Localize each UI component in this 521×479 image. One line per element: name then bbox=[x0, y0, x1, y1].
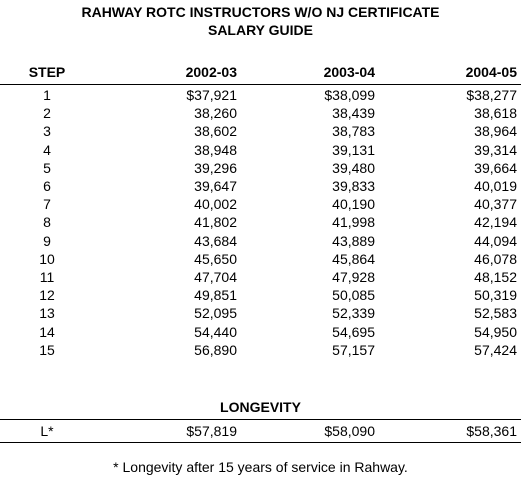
table-cell: $38,277 bbox=[466, 87, 517, 103]
table-cell: 1 bbox=[43, 87, 51, 103]
table-cell: L* bbox=[40, 423, 54, 439]
column-header: STEP bbox=[28, 64, 66, 80]
table-cell: 4 bbox=[43, 141, 51, 158]
table-cell: 48,152 bbox=[474, 269, 517, 285]
table-cell: 12 bbox=[39, 287, 55, 304]
table-cell: 2 bbox=[43, 105, 51, 122]
column-header: 2002-03 bbox=[185, 64, 237, 80]
table-cell: 39,314 bbox=[474, 141, 517, 158]
table-cell: 54,950 bbox=[474, 323, 517, 340]
table-cell: 57,157 bbox=[332, 341, 375, 358]
table-cell: 39,131 bbox=[332, 141, 375, 158]
table-cell: $57,819 bbox=[186, 423, 237, 439]
table-cell: 47,704 bbox=[194, 269, 237, 285]
table-cell: 54,440 bbox=[194, 323, 237, 340]
table-cell: 5 bbox=[43, 159, 51, 176]
footnote: * Longevity after 15 years of service in… bbox=[113, 459, 408, 475]
table-cell: $37,921 bbox=[186, 87, 237, 103]
table-cell: 39,664 bbox=[474, 159, 517, 176]
table-cell: 47,928 bbox=[332, 269, 375, 285]
table-cell: 10 bbox=[39, 250, 55, 267]
title-line: SALARY GUIDE bbox=[207, 22, 313, 38]
column-header: 2004-05 bbox=[465, 64, 517, 80]
table-cell: 56,890 bbox=[194, 341, 237, 358]
table-cell: 7 bbox=[43, 196, 51, 213]
table-cell: 8 bbox=[43, 214, 51, 231]
table-cell: 38,260 bbox=[194, 105, 237, 122]
table-cell: 57,424 bbox=[474, 341, 517, 358]
table-cell: 40,019 bbox=[474, 178, 517, 194]
table-cell: 39,296 bbox=[194, 159, 237, 176]
table-cell: 50,319 bbox=[474, 287, 517, 304]
table-cell: 41,802 bbox=[194, 214, 237, 231]
table-cell: 54,695 bbox=[332, 323, 375, 340]
table-cell: 9 bbox=[43, 232, 51, 249]
column-header: 2003-04 bbox=[323, 64, 375, 80]
table-cell: 11 bbox=[39, 269, 55, 285]
table-cell: 43,684 bbox=[194, 232, 237, 249]
table-cell: 38,602 bbox=[194, 123, 237, 140]
table-cell: 38,783 bbox=[332, 123, 375, 140]
section-title: LONGEVITY bbox=[220, 399, 301, 415]
table-cell: 41,998 bbox=[332, 214, 375, 231]
table-cell: 13 bbox=[39, 305, 55, 322]
table-cell: 40,377 bbox=[474, 196, 517, 213]
table-cell: 42,194 bbox=[474, 214, 517, 231]
table-cell: 38,964 bbox=[474, 123, 517, 140]
table-cell: 40,002 bbox=[194, 196, 237, 213]
table-cell: 49,851 bbox=[194, 287, 237, 304]
header-rule bbox=[0, 84, 521, 85]
table-cell: 38,948 bbox=[194, 141, 237, 158]
table-cell: 44,094 bbox=[474, 232, 517, 249]
table-cell: 46,078 bbox=[474, 250, 517, 267]
table-cell: 39,647 bbox=[194, 178, 237, 194]
table-cell: 40,190 bbox=[332, 196, 375, 213]
table-cell: 50,085 bbox=[332, 287, 375, 304]
table-cell: $58,090 bbox=[324, 423, 375, 439]
table-cell: 3 bbox=[43, 123, 51, 140]
table-cell: 43,889 bbox=[332, 232, 375, 249]
table-cell: 45,650 bbox=[194, 250, 237, 267]
table-cell: 14 bbox=[39, 323, 55, 340]
table-cell: 52,583 bbox=[474, 305, 517, 322]
table-cell: 39,480 bbox=[332, 159, 375, 176]
table-cell: 52,095 bbox=[194, 305, 237, 322]
table-cell: 45,864 bbox=[332, 250, 375, 267]
table-cell: 38,618 bbox=[474, 105, 517, 122]
table-cell: 38,439 bbox=[332, 105, 375, 122]
section-rule bbox=[0, 419, 521, 420]
table-cell: 6 bbox=[43, 178, 51, 194]
table-cell: $58,361 bbox=[466, 423, 517, 439]
section-rule bbox=[0, 442, 521, 443]
table-cell: 15 bbox=[39, 341, 55, 358]
title-line: RAHWAY ROTC INSTRUCTORS W/O NJ CERTIFICA… bbox=[81, 4, 440, 20]
table-cell: 52,339 bbox=[332, 305, 375, 322]
table-cell: 39,833 bbox=[332, 178, 375, 194]
table-cell: $38,099 bbox=[324, 87, 375, 103]
